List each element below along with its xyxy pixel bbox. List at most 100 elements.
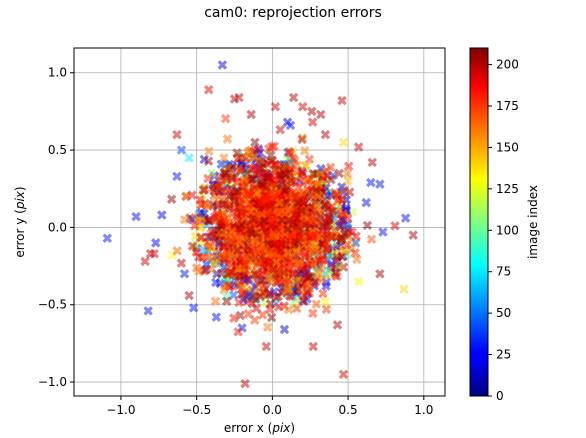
error-point xyxy=(312,198,323,209)
error-point xyxy=(320,129,331,140)
error-point xyxy=(206,243,217,254)
error-point xyxy=(343,213,353,224)
error-point xyxy=(270,191,281,201)
error-point xyxy=(338,369,349,380)
error-point xyxy=(233,263,244,273)
error-point xyxy=(232,148,242,158)
error-point xyxy=(241,153,251,164)
error-point xyxy=(298,291,309,301)
error-point xyxy=(210,296,221,306)
error-point xyxy=(270,159,281,170)
error-point xyxy=(261,341,272,352)
y-tick-label: −0.5 xyxy=(38,298,67,312)
error-point xyxy=(305,190,316,200)
error-point xyxy=(399,284,409,295)
error-point xyxy=(305,174,316,185)
error-point xyxy=(317,275,327,285)
error-point xyxy=(283,285,293,295)
error-point xyxy=(300,252,310,263)
error-point xyxy=(337,195,347,205)
error-point xyxy=(378,227,388,237)
error-point xyxy=(187,241,198,251)
x-tick-label: 0.0 xyxy=(263,403,282,417)
error-point xyxy=(224,203,235,213)
error-point xyxy=(239,174,250,184)
error-point xyxy=(261,182,272,192)
error-point xyxy=(131,211,141,222)
error-point xyxy=(285,120,296,131)
error-point xyxy=(281,197,292,207)
error-point xyxy=(239,214,250,224)
error-point xyxy=(219,153,229,163)
error-point xyxy=(221,169,231,179)
error-point xyxy=(309,240,320,250)
error-point xyxy=(199,185,210,195)
error-point xyxy=(255,291,266,302)
error-point xyxy=(190,221,200,231)
error-point xyxy=(194,213,204,223)
error-point xyxy=(308,341,318,352)
colorbar-ticks: 0 25 50 75 100 125 150 175 200 xyxy=(488,58,519,403)
error-point xyxy=(330,268,341,278)
error-point xyxy=(362,220,373,231)
error-point xyxy=(200,265,211,276)
error-point xyxy=(176,145,187,155)
error-point xyxy=(279,324,290,335)
error-point xyxy=(295,284,306,295)
error-point xyxy=(179,269,190,279)
error-point xyxy=(250,315,260,325)
error-point xyxy=(289,218,299,229)
chart-title: cam0: reprojection errors xyxy=(204,5,382,21)
error-point xyxy=(339,185,349,195)
error-point xyxy=(337,95,347,106)
error-point xyxy=(305,271,315,282)
error-point xyxy=(313,179,324,190)
error-point xyxy=(301,161,311,171)
error-point xyxy=(241,187,251,197)
error-point xyxy=(204,146,214,156)
error-point xyxy=(225,184,236,194)
error-point xyxy=(246,109,256,120)
error-point xyxy=(325,162,336,173)
colorbar-tick-label: 50 xyxy=(496,306,511,320)
error-point xyxy=(321,244,332,254)
error-point xyxy=(203,215,213,226)
error-point xyxy=(280,186,290,196)
error-point xyxy=(143,306,153,316)
error-point xyxy=(203,200,214,210)
error-point xyxy=(323,219,334,229)
error-point xyxy=(251,303,262,314)
error-point xyxy=(343,176,353,186)
error-point xyxy=(229,191,239,202)
error-point xyxy=(320,296,331,307)
error-point xyxy=(308,168,318,179)
error-point xyxy=(290,177,301,188)
colorbar-tick-label: 75 xyxy=(496,265,511,279)
error-point xyxy=(260,193,271,204)
error-point xyxy=(260,243,270,254)
error-point xyxy=(367,157,378,168)
error-point xyxy=(353,276,364,287)
error-point xyxy=(245,225,256,235)
error-point xyxy=(196,199,207,210)
error-point xyxy=(249,244,259,255)
error-point xyxy=(322,237,333,247)
error-point xyxy=(203,156,214,166)
error-point xyxy=(222,248,232,258)
error-point xyxy=(225,267,235,278)
error-point xyxy=(342,168,353,179)
scatter-points xyxy=(102,60,418,389)
error-point xyxy=(293,258,303,268)
x-tick-label: −0.5 xyxy=(182,403,211,417)
error-point xyxy=(222,134,233,144)
error-point xyxy=(375,179,385,189)
error-point xyxy=(274,198,285,208)
error-point xyxy=(172,129,182,140)
error-point xyxy=(337,234,347,244)
error-point xyxy=(268,232,278,242)
error-point xyxy=(259,168,269,178)
error-point xyxy=(209,212,220,222)
colorbar-label: image index xyxy=(526,185,540,259)
error-point xyxy=(102,233,113,243)
error-point xyxy=(145,248,156,259)
